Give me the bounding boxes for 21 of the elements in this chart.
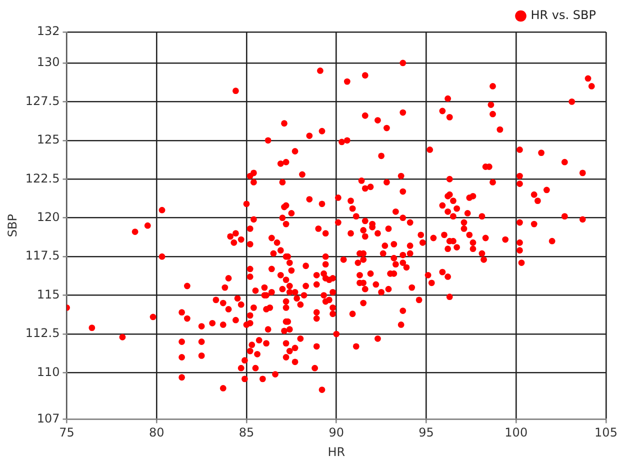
y-tick-label: 127.5: [25, 94, 60, 108]
x-tick-label: 95: [418, 426, 434, 440]
legend-label: HR vs. SBP: [530, 8, 596, 22]
y-tick-label: 110: [36, 364, 60, 379]
y-axis-title: SBP: [5, 214, 20, 238]
x-axis-title: HR: [328, 444, 346, 459]
x-tick-label: 85: [238, 426, 254, 440]
x-tick-label: 75: [59, 426, 74, 440]
y-tick-label: 115: [36, 287, 60, 302]
y-tick-label: 125: [36, 132, 60, 147]
x-tick-label: 90: [328, 426, 344, 440]
y-tick-label: 117.5: [25, 248, 60, 263]
y-tick-label: 122.5: [25, 171, 60, 186]
x-tick-label: 100: [504, 426, 528, 440]
y-tick-label: 132: [36, 24, 60, 38]
y-tick-label: 120: [36, 210, 60, 224]
y-tick-label: 112.5: [25, 326, 60, 340]
y-tick-label: 107: [36, 411, 60, 426]
x-tick-label: 105: [594, 426, 618, 440]
y-tick-label: 130: [36, 55, 60, 70]
x-tick-label: 80: [148, 426, 164, 440]
